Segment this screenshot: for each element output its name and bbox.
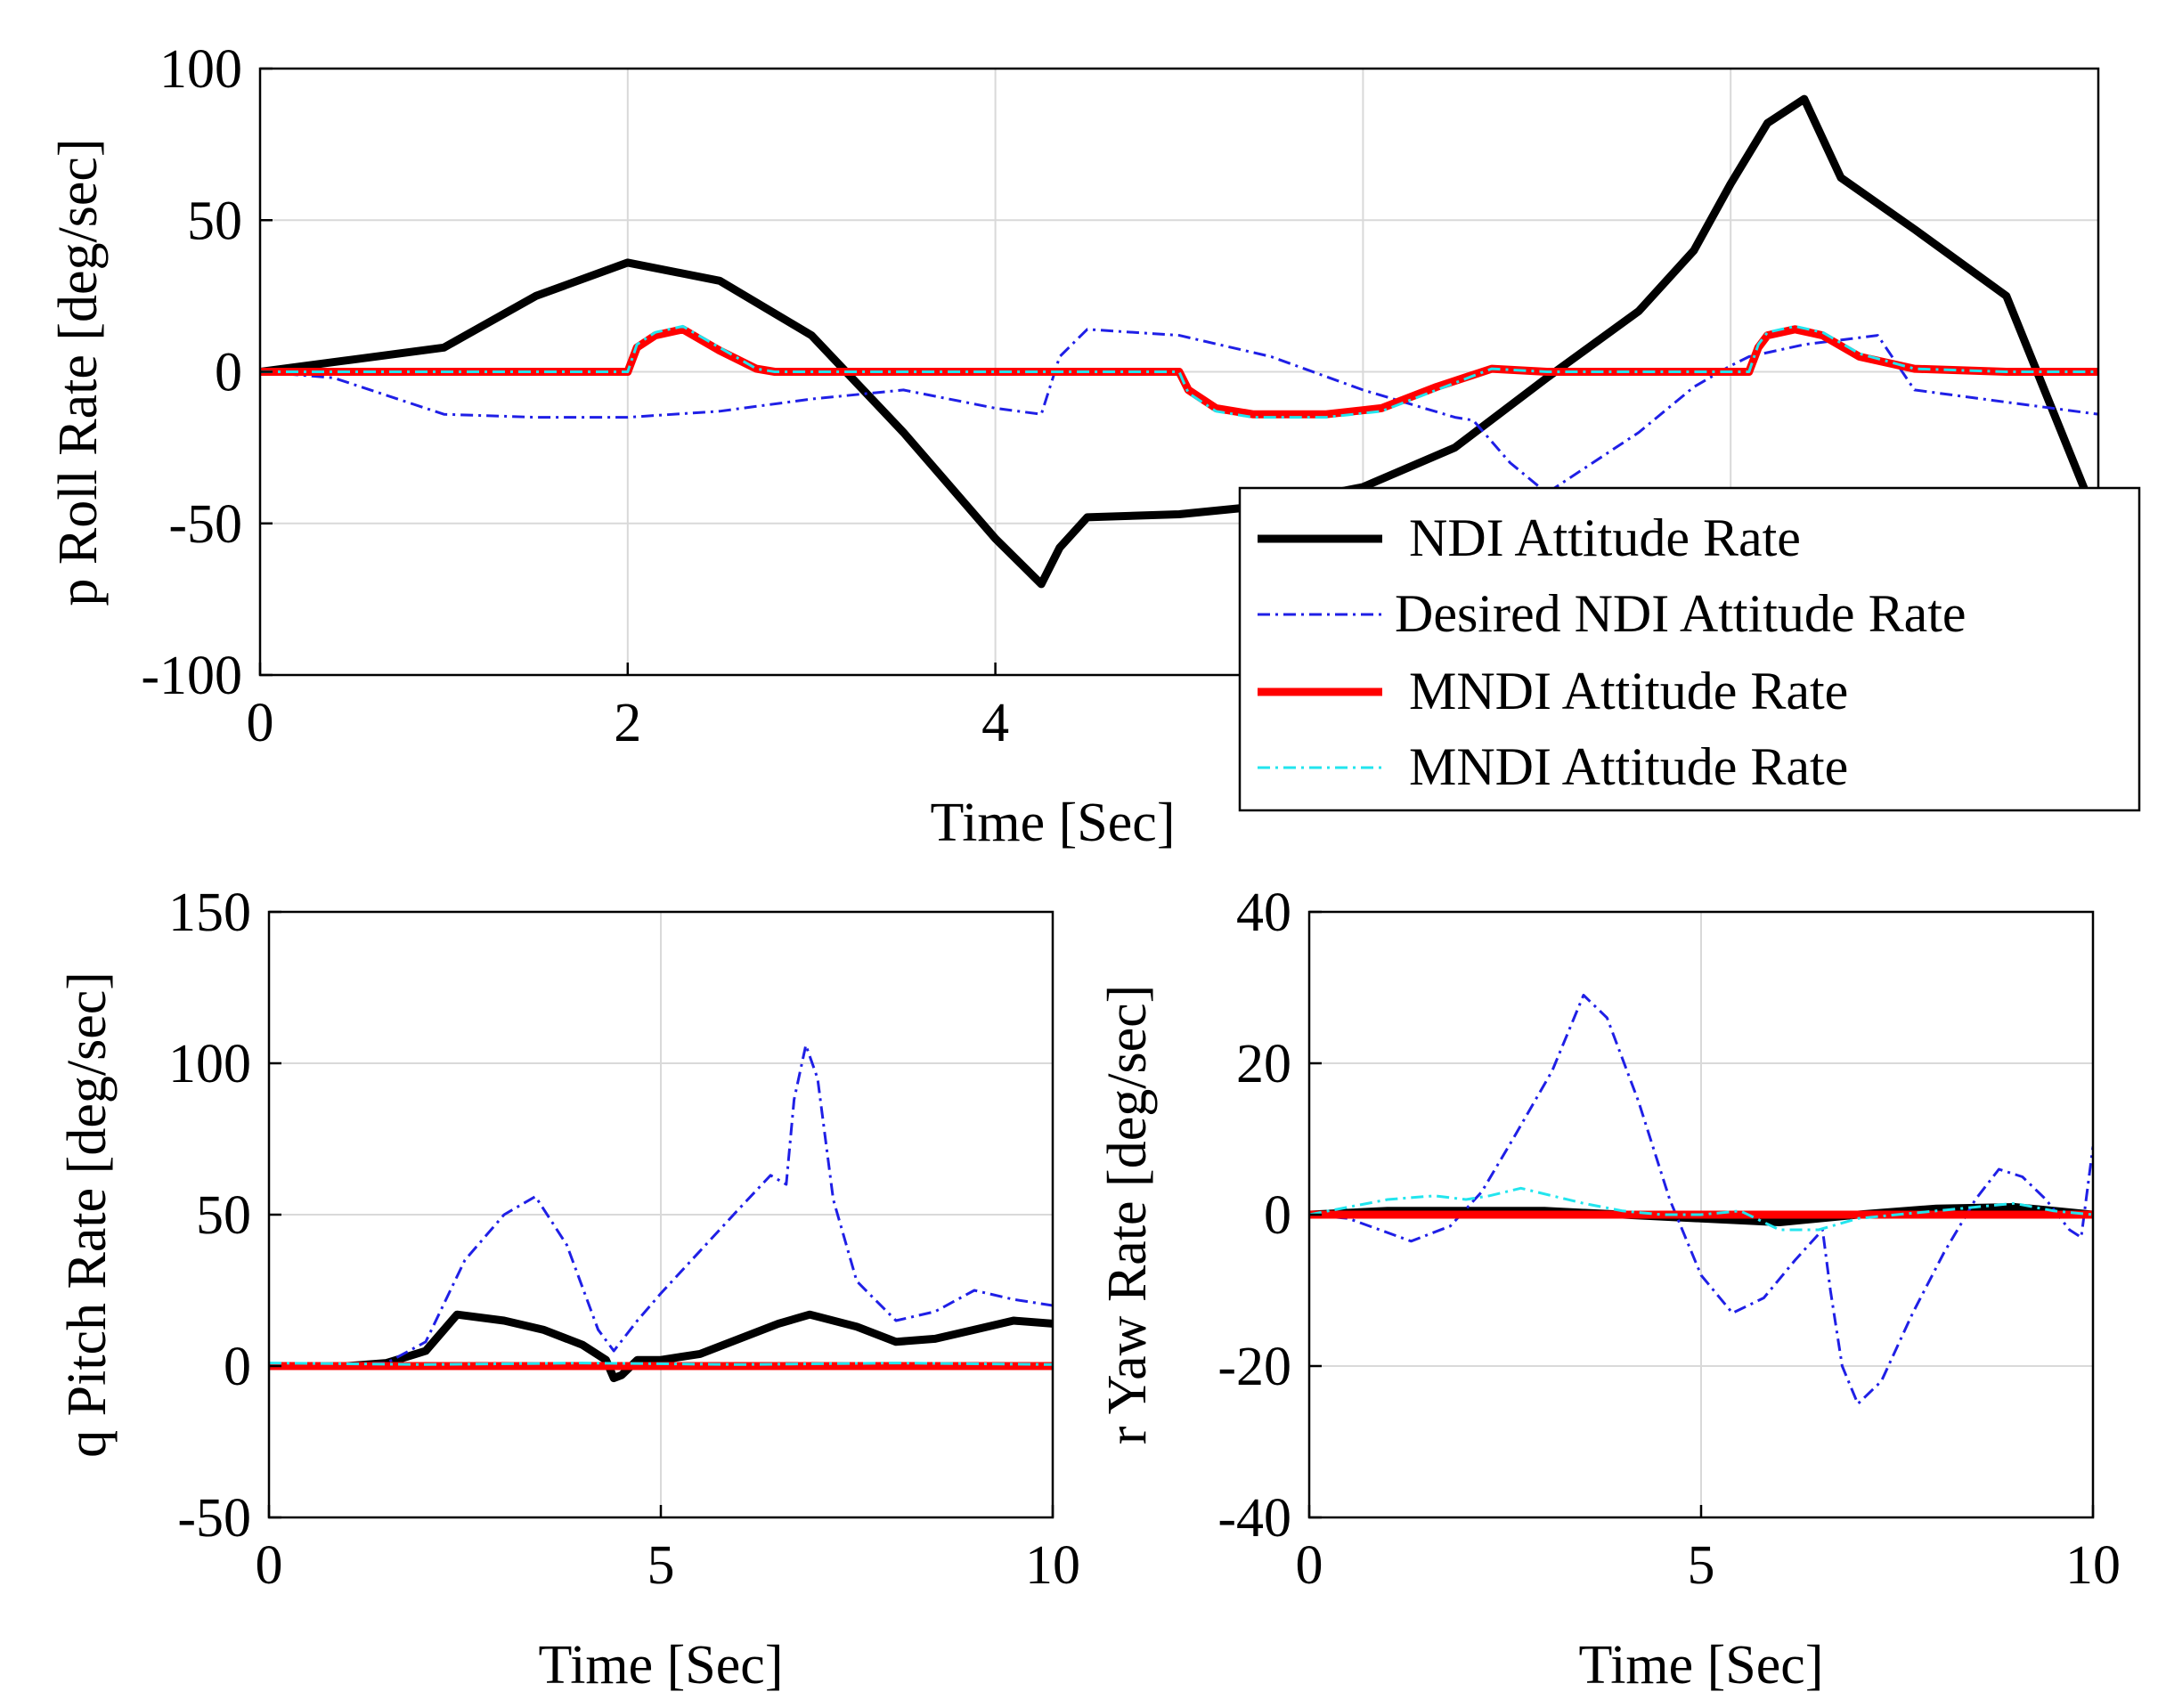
yaw-y-tick-label: 40 <box>1236 882 1291 943</box>
legend-label-mndi: MNDI Attitude Rate <box>1409 662 1848 720</box>
yaw-y-tick-label: 20 <box>1236 1034 1291 1094</box>
yaw-subplot: 0 5 10 -40 -20 0 20 40 Time [Sec] r Yaw Rate [d… <box>1097 882 2121 1696</box>
roll-y-tick-label: 50 <box>187 191 242 251</box>
yaw-y-tick-label: -20 <box>1217 1337 1291 1397</box>
roll-y-tick-label: -50 <box>168 494 242 555</box>
roll-y-tick-label: -100 <box>141 646 242 706</box>
pitch-series-mndi2 <box>269 1362 1053 1366</box>
roll-x-axis-label: Time [Sec] <box>931 793 1176 853</box>
pitch-x-axis-label: Time [Sec] <box>539 1635 784 1696</box>
pitch-series-desired <box>269 1044 1053 1368</box>
pitch-y-tick-label: 0 <box>224 1337 251 1397</box>
yaw-y-tick-label: 0 <box>1264 1185 1291 1246</box>
roll-series-desired <box>260 328 2098 495</box>
legend-box <box>1238 486 2141 812</box>
pitch-y-tick-label: 50 <box>196 1185 251 1246</box>
yaw-tick-labels: 0 5 10 -40 -20 0 20 40 <box>1217 882 2121 1596</box>
roll-series-mndi2 <box>260 324 2098 419</box>
legend-label-ndi: NDI Attitude Rate <box>1409 508 1801 567</box>
roll-x-tick-label: 4 <box>981 693 1009 753</box>
roll-y-axis-label: p Roll Rate [deg/sec] <box>48 138 109 606</box>
legend-label-desired: Desired NDI Attitude Rate <box>1395 584 1966 643</box>
roll-y-tick-label: 100 <box>159 39 242 100</box>
yaw-y-tick-label: -40 <box>1217 1488 1291 1549</box>
roll-x-tick-label: 0 <box>247 693 274 753</box>
roll-subplot: 0 2 4 -100 -50 0 50 100 Time [Sec] p Roll Rate … <box>48 39 2100 853</box>
pitch-x-tick-label: 5 <box>647 1535 675 1596</box>
yaw-x-axis-label: Time [Sec] <box>1579 1635 1824 1696</box>
roll-x-tick-label: 2 <box>614 693 641 753</box>
pitch-gridlines <box>269 912 1053 1517</box>
yaw-x-tick-label: 5 <box>1688 1535 1715 1596</box>
legend: NDI Attitude Rate Desired NDI Attitude R… <box>1238 486 2141 812</box>
roll-series <box>260 94 2098 589</box>
pitch-x-tick-label: 10 <box>1025 1535 1080 1596</box>
pitch-y-tick-label: 150 <box>168 882 251 943</box>
pitch-series-ndi <box>269 1310 1053 1383</box>
yaw-series <box>1309 994 2093 1405</box>
yaw-series-desired <box>1309 994 2093 1405</box>
roll-series-mndi <box>260 325 2098 419</box>
yaw-x-tick-label: 0 <box>1296 1535 1323 1596</box>
pitch-y-tick-label: 100 <box>168 1034 251 1094</box>
pitch-y-tick-label: -50 <box>177 1488 251 1549</box>
yaw-x-tick-label: 10 <box>2065 1535 2121 1596</box>
legend-label-mndi2: MNDI Attitude Rate <box>1409 737 1848 796</box>
pitch-y-axis-label: q Pitch Rate [deg/sec] <box>57 972 118 1458</box>
roll-y-tick-label: 0 <box>215 343 242 403</box>
roll-tick-labels: 0 2 4 -100 -50 0 50 100 <box>141 39 2100 753</box>
roll-series-ndi <box>260 94 2098 589</box>
pitch-x-tick-label: 0 <box>256 1535 283 1596</box>
pitch-series <box>269 1044 1053 1383</box>
yaw-y-axis-label: r Yaw Rate [deg/sec] <box>1097 985 1158 1445</box>
